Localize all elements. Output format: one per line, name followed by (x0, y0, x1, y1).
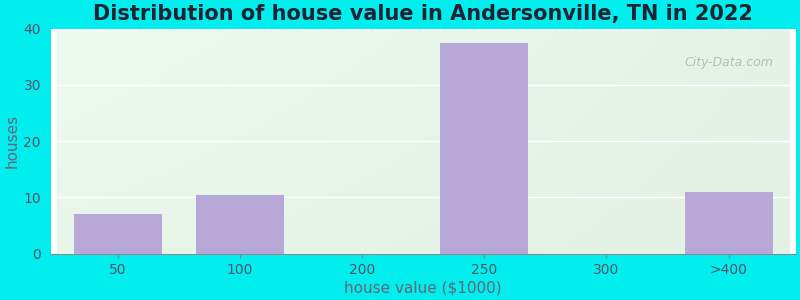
Bar (440, 43, 528, 253)
Bar (685, 192, 773, 254)
Title: Distribution of house value in Andersonville, TN in 2022: Distribution of house value in Andersonv… (94, 4, 753, 24)
X-axis label: house value ($1000): house value ($1000) (345, 281, 502, 296)
Y-axis label: houses: houses (4, 114, 19, 168)
Bar (74, 214, 162, 254)
Bar (196, 194, 284, 254)
Text: City-Data.com: City-Data.com (685, 56, 774, 68)
